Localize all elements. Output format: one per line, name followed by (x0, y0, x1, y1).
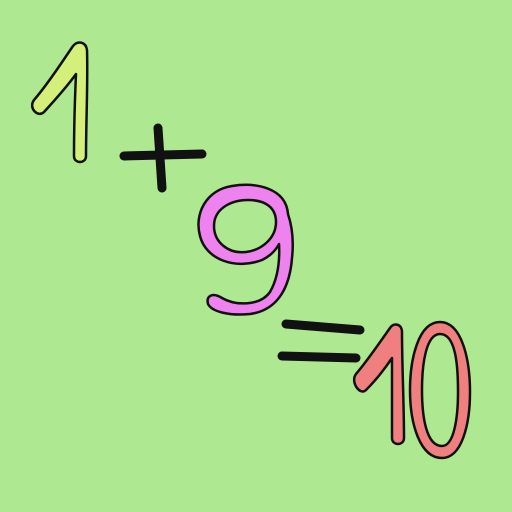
operand-a-text: 1 (0, 0, 1, 1)
equals-sign-text: = (0, 0, 1, 1)
digit-nine-glyph (197, 183, 295, 316)
equals-sign-glyph (277, 319, 365, 363)
result-text: 10 (0, 0, 1, 1)
plus-sign-text: + (0, 0, 1, 1)
operand-b-text: 9 (0, 0, 1, 1)
digit-one-glyph (30, 41, 89, 164)
result-ten-glyph (352, 320, 472, 460)
plus-sign-glyph (119, 123, 207, 193)
